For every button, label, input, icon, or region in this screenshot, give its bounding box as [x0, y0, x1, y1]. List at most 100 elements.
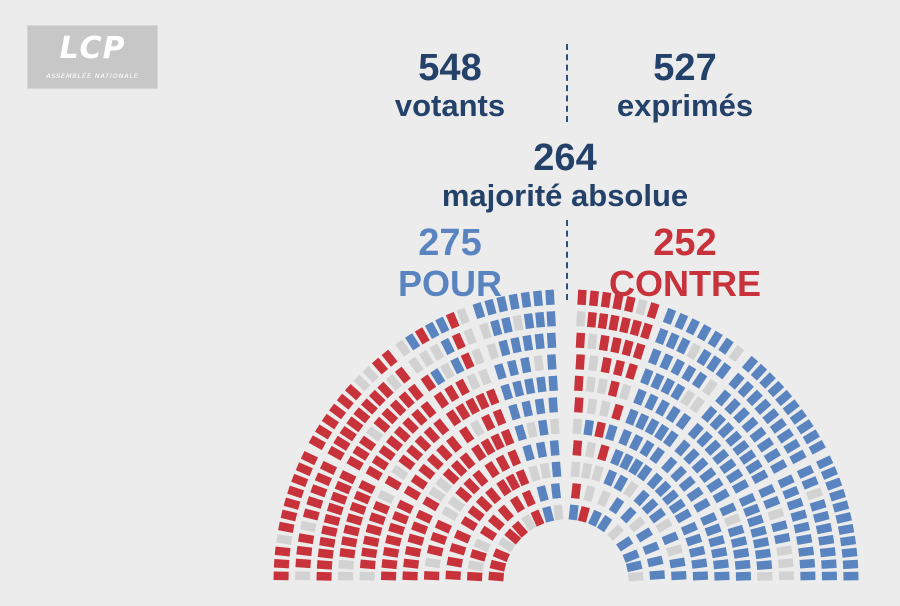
seat — [701, 405, 718, 423]
seat — [326, 502, 344, 516]
seat — [394, 366, 411, 384]
seat — [445, 570, 461, 580]
seat — [430, 368, 446, 386]
seat — [751, 469, 769, 485]
seat — [723, 513, 741, 527]
seat — [549, 440, 560, 456]
seat — [445, 409, 462, 427]
seat — [756, 437, 774, 453]
seat — [691, 457, 709, 474]
seat — [321, 413, 339, 430]
seat — [745, 459, 763, 475]
seat — [665, 405, 681, 424]
seat — [511, 520, 529, 538]
seat — [524, 378, 536, 395]
seat — [522, 444, 535, 462]
seat — [610, 448, 624, 467]
contre-label: CONTRE — [609, 263, 761, 304]
seat — [759, 372, 776, 389]
seat — [715, 362, 732, 380]
seat — [774, 532, 791, 545]
seat — [343, 524, 360, 537]
seat — [619, 453, 634, 471]
seat — [359, 435, 377, 452]
seat — [442, 468, 460, 485]
seat — [316, 571, 332, 581]
seat — [510, 336, 522, 354]
seat — [641, 498, 659, 515]
seat — [724, 398, 741, 415]
seat — [450, 357, 465, 375]
seat — [776, 545, 793, 557]
seat — [661, 531, 679, 546]
seat — [799, 558, 816, 569]
seat — [737, 380, 754, 398]
seat — [548, 397, 558, 413]
seat — [699, 467, 717, 484]
seat — [365, 465, 383, 481]
seat — [344, 384, 362, 401]
seat — [709, 413, 727, 431]
seat — [568, 504, 579, 521]
seat — [391, 511, 410, 525]
votants-label: votants — [394, 88, 506, 123]
seat — [352, 445, 370, 461]
seat — [596, 378, 608, 395]
seat — [469, 419, 485, 437]
seat — [398, 391, 415, 409]
seat — [796, 464, 814, 479]
seat — [704, 523, 722, 537]
seat — [607, 380, 620, 398]
seat — [711, 547, 728, 559]
seat — [625, 560, 643, 573]
seat — [633, 489, 650, 507]
seat — [467, 560, 485, 572]
seat — [336, 393, 354, 410]
seat — [696, 430, 713, 448]
seat — [757, 571, 773, 581]
seat — [622, 549, 640, 563]
contre-stat: 252 CONTRE — [590, 222, 780, 304]
seat — [418, 463, 436, 480]
contre-count: 252 — [653, 222, 717, 264]
seat — [463, 328, 477, 346]
seat — [680, 389, 696, 407]
seat — [583, 485, 596, 502]
seat — [835, 512, 852, 524]
seat — [660, 377, 676, 396]
seat — [535, 441, 548, 458]
seat — [635, 298, 648, 316]
seat — [589, 290, 599, 307]
seat — [547, 354, 557, 370]
seat — [278, 521, 295, 534]
seat — [809, 499, 827, 512]
seat — [733, 407, 750, 424]
seat — [674, 439, 691, 457]
seat — [497, 504, 514, 522]
seat — [815, 522, 833, 535]
seat — [403, 558, 420, 569]
seat — [455, 486, 473, 503]
seat — [388, 522, 406, 536]
seat — [769, 418, 787, 434]
seat — [574, 375, 584, 392]
seat — [782, 399, 800, 416]
seat — [280, 509, 298, 522]
seat — [719, 458, 737, 475]
seat — [613, 359, 625, 377]
seat — [754, 548, 772, 560]
seat — [359, 559, 376, 570]
seat — [381, 559, 398, 570]
seat — [550, 418, 560, 435]
seat — [496, 478, 512, 497]
seat — [635, 527, 654, 543]
seat — [508, 403, 521, 421]
seat — [666, 544, 683, 557]
seat — [771, 520, 788, 533]
seat — [385, 435, 404, 452]
seat — [685, 533, 703, 547]
seat — [372, 500, 390, 515]
seat — [471, 444, 487, 462]
seat — [403, 485, 422, 501]
seat — [825, 477, 843, 491]
